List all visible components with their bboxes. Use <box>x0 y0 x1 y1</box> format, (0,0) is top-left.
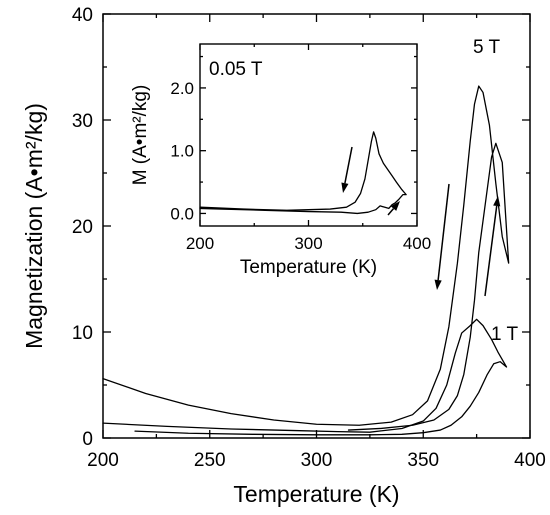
x-tick-label: 350 <box>407 450 439 471</box>
inset-frame <box>199 43 418 227</box>
inset-series-line <box>199 131 407 215</box>
x-axis-label: Temperature (K) <box>233 481 399 507</box>
main-plot: 200 250 300 350 400 0 10 20 30 40 Temperature (K) M… <box>21 5 546 507</box>
series-line-1t <box>102 318 508 436</box>
inset-y-tick-label: 1.0 <box>170 142 194 161</box>
heating-arrow <box>484 196 501 297</box>
y-tick-label: 30 <box>72 111 93 132</box>
inset-y-tick-label: 0.0 <box>170 204 194 223</box>
x-tick-label: 250 <box>194 450 226 471</box>
y-axis-label: Magnetization (A•m²/kg) <box>21 103 47 349</box>
inset-heating-arrow <box>387 201 400 216</box>
inset-y-tick-label: 2.0 <box>170 79 194 98</box>
inset-cooling-arrow <box>341 146 353 193</box>
inset-x-tick-label: 400 <box>403 234 431 253</box>
cooling-arrow <box>434 183 450 290</box>
y-tick-label: 40 <box>72 5 93 26</box>
annotation-5t: 5 T <box>473 37 501 58</box>
x-tick-label: 400 <box>514 450 546 471</box>
inset-y-axis-label: M (A•m²/kg) <box>130 85 151 186</box>
inset-x-tick-label: 200 <box>186 234 214 253</box>
inset-plot: 200 300 400 0.0 1.0 2.0 Temperature (K) M (A•m²… <box>130 43 431 278</box>
series-line-5t <box>102 85 510 431</box>
x-tick-label: 300 <box>301 450 333 471</box>
y-tick-label: 20 <box>72 217 93 238</box>
inset-title: 0.05 T <box>209 59 263 80</box>
y-tick-label: 10 <box>72 323 93 344</box>
x-tick-label: 200 <box>87 450 119 471</box>
y-tick-label: 0 <box>82 429 93 450</box>
annotation-1t: 1 T <box>491 324 519 345</box>
inset-x-axis-label: Temperature (K) <box>240 257 377 278</box>
inset-x-tick-label: 300 <box>294 234 322 253</box>
